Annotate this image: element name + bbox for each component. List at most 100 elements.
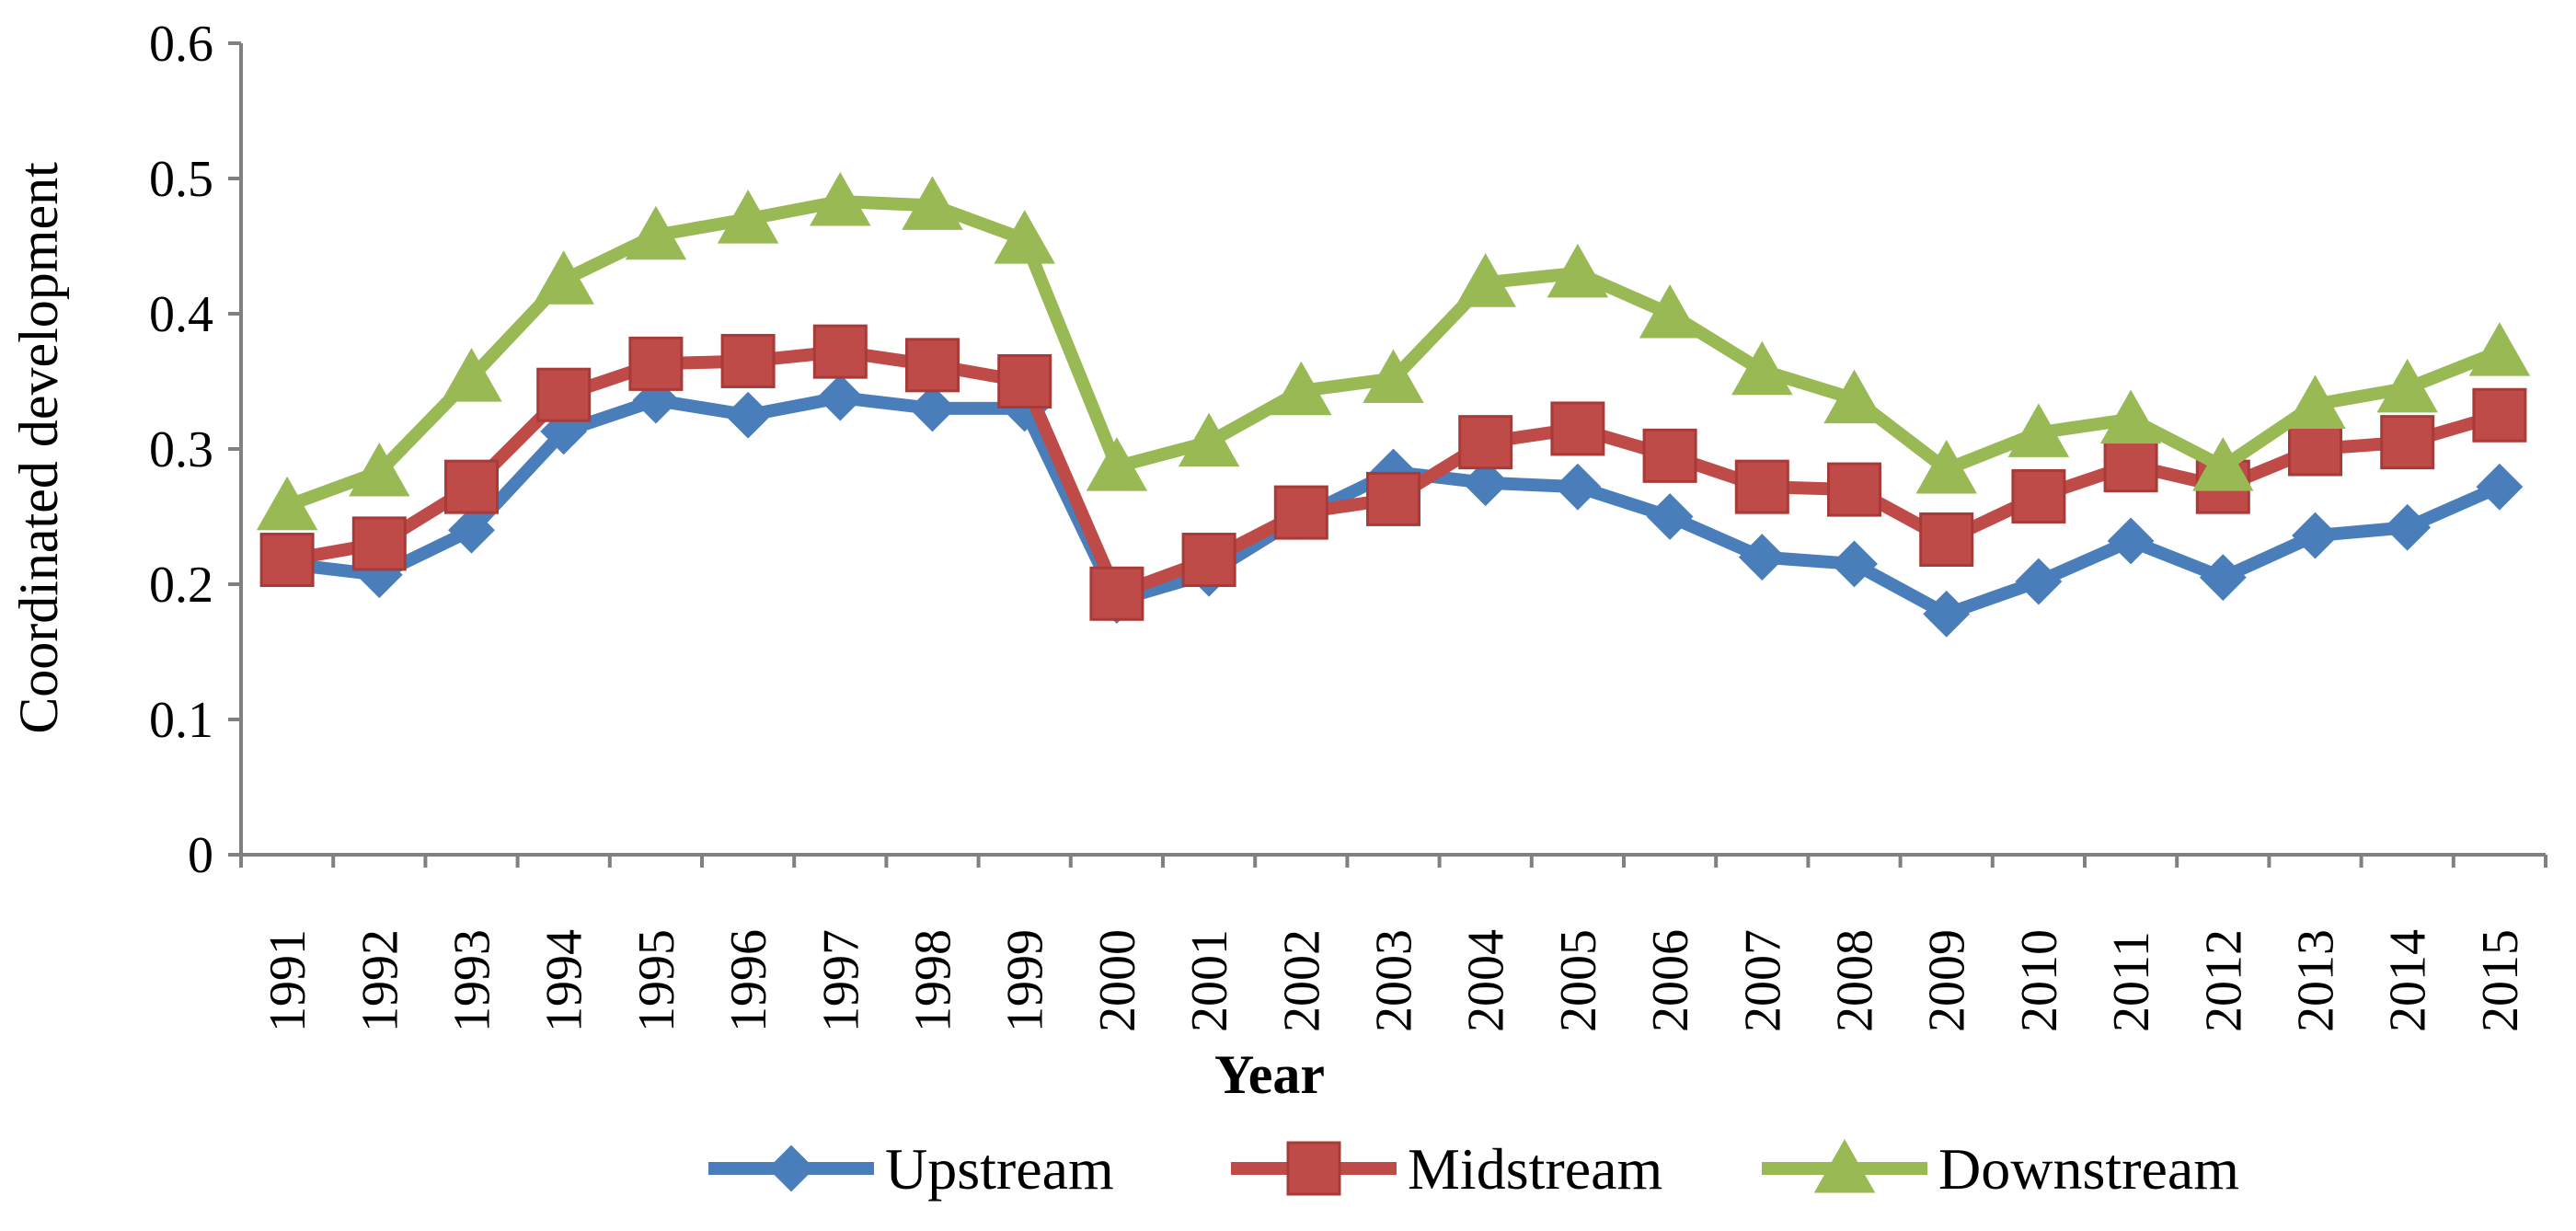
x-tick-label: 1996: [720, 929, 777, 1032]
data-point-midstream: [2288, 421, 2342, 477]
data-point-midstream: [2472, 387, 2527, 443]
legend-label: Upstream: [885, 1136, 1114, 1202]
x-tick-label: 2010: [2011, 929, 2068, 1032]
data-point-midstream: [812, 324, 868, 379]
y-tick-label: 0.2: [149, 557, 213, 614]
data-point-downstream: [256, 476, 318, 531]
data-point-midstream: [259, 533, 315, 588]
data-point-upstream: [1738, 534, 1786, 581]
data-point-midstream: [1458, 415, 1513, 470]
x-tick-label: 1993: [444, 929, 501, 1032]
x-tick-label: 1994: [536, 929, 593, 1032]
legend-item-midstream: Midstream: [1231, 1136, 1662, 1202]
data-point-downstream: [441, 348, 502, 402]
data-point-midstream: [1919, 512, 1974, 567]
data-point-downstream: [625, 205, 687, 260]
x-tick-label: 2000: [1089, 929, 1146, 1032]
x-tick-label: 1997: [812, 929, 869, 1032]
x-tick-label: 2007: [1734, 929, 1791, 1032]
data-point-midstream: [1642, 428, 1697, 483]
x-tick-label: 2013: [2288, 929, 2345, 1032]
data-point-upstream: [1923, 590, 1971, 638]
x-tick-label: 2003: [1366, 929, 1423, 1032]
data-point-downstream: [533, 250, 594, 305]
data-point-upstream: [2015, 558, 2063, 605]
data-point-downstream: [2468, 322, 2531, 376]
data-point-downstream: [2376, 358, 2438, 413]
x-tick-label: 2011: [2103, 931, 2160, 1032]
data-point-midstream: [1827, 462, 1881, 517]
series-lines: [256, 171, 2531, 638]
x-tick-label: 2009: [1919, 929, 1976, 1032]
x-tick-label: 2014: [2380, 929, 2437, 1032]
x-axis-title: Year: [1214, 1044, 1325, 1105]
data-point-midstream: [1089, 566, 1144, 621]
legend-marker-square: [1286, 1141, 1341, 1196]
legend-item-downstream: Downstream: [1762, 1136, 2239, 1202]
legend: Upstream Midstream Downstream: [708, 1136, 2239, 1202]
data-point-upstream: [1646, 493, 1694, 540]
y-tick-label: 0.1: [149, 692, 213, 749]
data-point-upstream: [816, 374, 864, 421]
y-tick-label: 0.5: [149, 151, 213, 208]
x-tick-label: 1992: [351, 929, 408, 1032]
data-point-upstream: [1554, 463, 1602, 511]
series-midstream: [259, 324, 2527, 621]
x-tick-label: 2012: [2195, 929, 2252, 1032]
legend-marker-triangle: [1813, 1138, 1876, 1193]
data-point-downstream: [1178, 412, 1240, 467]
x-tick-label: 1999: [997, 929, 1054, 1032]
data-point-upstream: [2384, 503, 2432, 551]
data-point-upstream: [2199, 554, 2247, 602]
data-point-upstream: [724, 391, 772, 439]
data-point-midstream: [905, 338, 960, 393]
axes: 0 0.1 0.2 0.3 0.4 0.5 0.6 1991 1992 1993 1994 1995 1…: [149, 16, 2547, 1032]
series-downstream: [256, 171, 2531, 531]
data-point-downstream: [902, 176, 963, 230]
x-tick-label: 1998: [905, 929, 962, 1032]
y-tick-label: 0.6: [149, 16, 213, 73]
y-tick-label: 0.3: [149, 421, 213, 478]
x-tick-label: 2015: [2472, 929, 2529, 1032]
x-tick-label: 1995: [628, 929, 685, 1032]
data-point-downstream: [1455, 253, 1516, 307]
data-point-downstream: [810, 171, 871, 226]
x-tick-label: 2004: [1458, 929, 1515, 1032]
data-point-upstream: [2292, 512, 2339, 559]
data-point-downstream: [1271, 361, 1332, 416]
data-point-downstream: [349, 442, 410, 497]
data-point-midstream: [1273, 485, 1328, 540]
legend-item-upstream: Upstream: [708, 1136, 1114, 1202]
data-point-midstream: [1734, 459, 1789, 514]
data-point-downstream: [1731, 340, 1793, 396]
data-point-midstream: [2103, 438, 2158, 493]
x-tick-label: 1991: [259, 929, 316, 1032]
data-point-midstream: [1181, 533, 1236, 588]
x-tick-label: 2006: [1642, 929, 1699, 1032]
data-point-downstream: [994, 210, 1055, 264]
data-point-downstream: [2192, 437, 2254, 491]
data-point-downstream: [1823, 369, 1885, 424]
data-point-downstream: [1639, 283, 1701, 339]
data-point-midstream: [997, 354, 1052, 408]
data-point-midstream: [1366, 471, 1420, 526]
data-point-midstream: [2380, 415, 2435, 470]
data-point-downstream: [1363, 349, 1424, 404]
data-point-downstream: [1915, 440, 1977, 494]
data-point-upstream: [2107, 517, 2155, 565]
data-point-midstream: [720, 333, 776, 388]
legend-label: Downstream: [1938, 1136, 2239, 1202]
y-axis-title: Coordinated development: [8, 162, 69, 734]
data-point-upstream: [909, 385, 956, 432]
data-point-midstream: [536, 367, 592, 422]
data-point-downstream: [1086, 437, 1148, 491]
legend-label: Midstream: [1408, 1136, 1662, 1202]
data-point-midstream: [2011, 468, 2066, 523]
y-tick-label: 0.4: [149, 286, 213, 343]
data-point-midstream: [628, 336, 684, 391]
x-tick-label: 2002: [1273, 929, 1330, 1032]
data-point-downstream: [2284, 374, 2346, 429]
data-point-upstream: [1831, 540, 1878, 588]
